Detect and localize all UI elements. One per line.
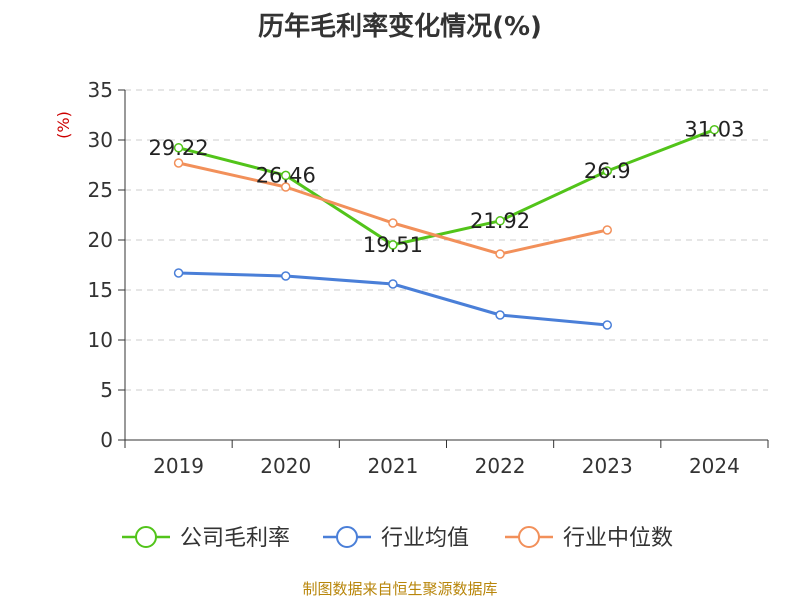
data-point [602,166,612,176]
x-tick-label: 2021 [367,454,418,478]
series-line [178,128,715,247]
y-tick-label: 35 [88,78,113,102]
y-tick-label: 0 [100,428,113,452]
x-tick-label: 2022 [475,454,526,478]
data-point [388,240,398,250]
data-label: 19.51 [363,233,423,257]
data-label: 21.92 [470,209,530,233]
y-tick-label: 30 [88,128,113,152]
y-tick-label: 10 [88,328,113,352]
data-point [281,271,291,281]
data-point [281,182,291,192]
chart-title: 历年毛利率变化情况(%) [258,12,542,42]
data-point [709,124,720,135]
data-label: 26.9 [584,159,631,183]
x-tick-label: 2023 [582,454,633,478]
legend-label: 公司毛利率 [180,526,290,551]
legend-marker [336,526,358,548]
data-point [173,143,184,153]
legend-label: 行业均值 [381,526,469,551]
data-point [602,225,612,235]
series-lines [173,124,720,330]
x-tick-label: 2019 [153,454,204,478]
data-point [495,216,505,226]
data-point [173,268,184,278]
legend-marker [135,526,157,548]
x-tick-label: 2020 [260,454,311,478]
data-point [173,158,184,168]
y-tick-label: 20 [88,228,113,252]
data-point [388,279,398,289]
data-point [281,170,291,181]
data-label: 29.22 [149,136,209,160]
data-label: 31.03 [684,118,744,142]
data-point [495,310,505,320]
data-point [388,218,398,228]
y-tick-label: 25 [88,178,113,202]
legend-label: 行业中位数 [563,526,673,551]
legend-marker [518,526,540,548]
data-source-note: 制图数据来自恒生聚源数据库 [302,580,498,598]
data-labels: 29.22 26.46 19.51 21.92 26.9 31.03 [149,118,745,257]
x-tick-label: 2024 [689,454,740,478]
y-tick-label: 5 [100,378,113,402]
y-tick-label: 15 [88,278,113,302]
legend: 公司毛利率 行业均值 行业中位数 [122,526,673,551]
data-point [602,320,612,330]
y-axis-unit: (%) [54,111,73,139]
data-label: 26.46 [256,163,316,187]
axes: 0 5 10 15 20 25 30 35 (%) 2019 2020 2021 2022 2023 202… [54,78,769,478]
data-point [495,249,505,259]
